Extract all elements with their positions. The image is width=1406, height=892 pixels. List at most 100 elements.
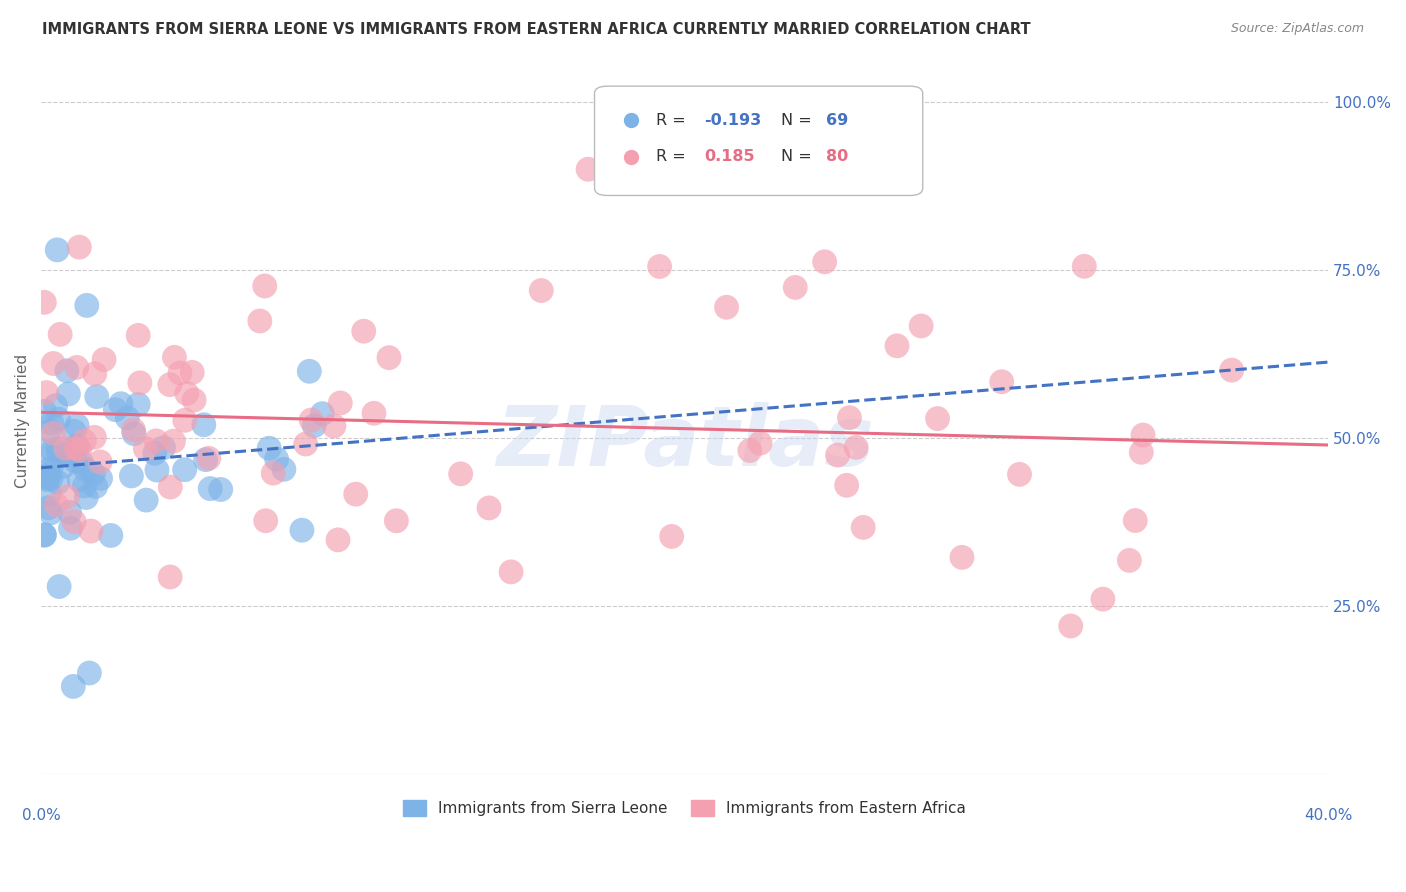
Point bbox=[159, 480, 181, 494]
Point bbox=[749, 436, 772, 450]
Point bbox=[66, 418, 89, 433]
Point bbox=[35, 385, 58, 400]
Point bbox=[122, 423, 145, 437]
Text: -0.193: -0.193 bbox=[704, 112, 761, 128]
Text: IMMIGRANTS FROM SIERRA LEONE VS IMMIGRANTS FROM EASTERN AFRICA CURRENTLY MARRIED: IMMIGRANTS FROM SIERRA LEONE VS IMMIGRAN… bbox=[42, 22, 1031, 37]
Point bbox=[1091, 592, 1114, 607]
Text: N =: N = bbox=[782, 112, 817, 128]
Point bbox=[117, 411, 139, 425]
Point bbox=[83, 430, 105, 444]
Point bbox=[34, 404, 56, 418]
Point bbox=[1130, 445, 1153, 459]
Point bbox=[385, 514, 408, 528]
Point bbox=[145, 434, 167, 448]
Point bbox=[34, 527, 56, 541]
Point bbox=[34, 468, 56, 483]
Point bbox=[39, 506, 62, 520]
Point bbox=[450, 467, 472, 481]
Text: R =: R = bbox=[657, 149, 696, 164]
Point bbox=[63, 425, 86, 439]
Point bbox=[38, 467, 60, 482]
Point bbox=[499, 565, 522, 579]
Text: 40.0%: 40.0% bbox=[1303, 808, 1353, 823]
Point bbox=[127, 397, 149, 411]
Point bbox=[827, 448, 849, 462]
Point bbox=[67, 240, 90, 254]
Point bbox=[73, 434, 96, 448]
Point bbox=[83, 367, 105, 381]
Point bbox=[193, 417, 215, 432]
Point bbox=[176, 386, 198, 401]
Point bbox=[273, 462, 295, 476]
Point bbox=[326, 533, 349, 547]
Point bbox=[134, 442, 156, 456]
Point bbox=[66, 439, 89, 453]
FancyBboxPatch shape bbox=[595, 87, 922, 195]
Point bbox=[181, 365, 204, 379]
Point bbox=[162, 434, 184, 449]
Point bbox=[329, 396, 352, 410]
Point bbox=[835, 478, 858, 492]
Point bbox=[39, 471, 62, 485]
Text: Source: ZipAtlas.com: Source: ZipAtlas.com bbox=[1230, 22, 1364, 36]
Point bbox=[104, 402, 127, 417]
Point bbox=[79, 665, 101, 680]
Point bbox=[716, 300, 738, 314]
Text: R =: R = bbox=[657, 112, 692, 128]
Point bbox=[52, 459, 75, 474]
Point bbox=[37, 500, 59, 515]
Point bbox=[84, 479, 107, 493]
Point bbox=[661, 529, 683, 543]
Point bbox=[41, 444, 63, 458]
Text: N =: N = bbox=[782, 149, 817, 164]
Point bbox=[143, 446, 166, 460]
Point bbox=[323, 419, 346, 434]
Point bbox=[65, 442, 87, 456]
Point bbox=[159, 570, 181, 584]
Point bbox=[159, 377, 181, 392]
Point bbox=[209, 483, 232, 497]
Point bbox=[163, 351, 186, 365]
Point bbox=[93, 352, 115, 367]
Text: ZIPatlas: ZIPatlas bbox=[496, 401, 873, 483]
Y-axis label: Currently Married: Currently Married bbox=[15, 354, 30, 488]
Point bbox=[266, 452, 288, 467]
Point bbox=[69, 443, 91, 458]
Point bbox=[34, 528, 56, 542]
Point bbox=[135, 493, 157, 508]
Point bbox=[838, 410, 860, 425]
Point bbox=[852, 520, 875, 534]
Point bbox=[1060, 619, 1083, 633]
Point bbox=[648, 260, 671, 274]
Point bbox=[910, 318, 932, 333]
Point bbox=[46, 243, 69, 257]
Point bbox=[1008, 467, 1031, 482]
Point bbox=[83, 467, 105, 481]
Point bbox=[46, 475, 69, 490]
Point bbox=[67, 473, 90, 487]
Point bbox=[42, 426, 65, 441]
Point bbox=[254, 514, 277, 528]
Point bbox=[100, 528, 122, 542]
Point bbox=[299, 413, 322, 427]
Text: 0.0%: 0.0% bbox=[21, 808, 60, 823]
Point bbox=[35, 444, 58, 458]
Point bbox=[45, 399, 67, 413]
Point bbox=[950, 550, 973, 565]
Point bbox=[1132, 428, 1154, 442]
Point bbox=[353, 324, 375, 338]
Point bbox=[86, 390, 108, 404]
Point bbox=[249, 314, 271, 328]
Point bbox=[378, 351, 401, 365]
Point bbox=[146, 463, 169, 477]
Point bbox=[58, 505, 80, 519]
Point bbox=[45, 498, 67, 512]
Point bbox=[75, 462, 97, 476]
Point bbox=[42, 357, 65, 371]
Point bbox=[785, 280, 807, 294]
Point bbox=[344, 487, 367, 501]
Point bbox=[194, 452, 217, 467]
Point bbox=[34, 295, 56, 310]
Point bbox=[530, 284, 553, 298]
Point bbox=[63, 515, 86, 529]
